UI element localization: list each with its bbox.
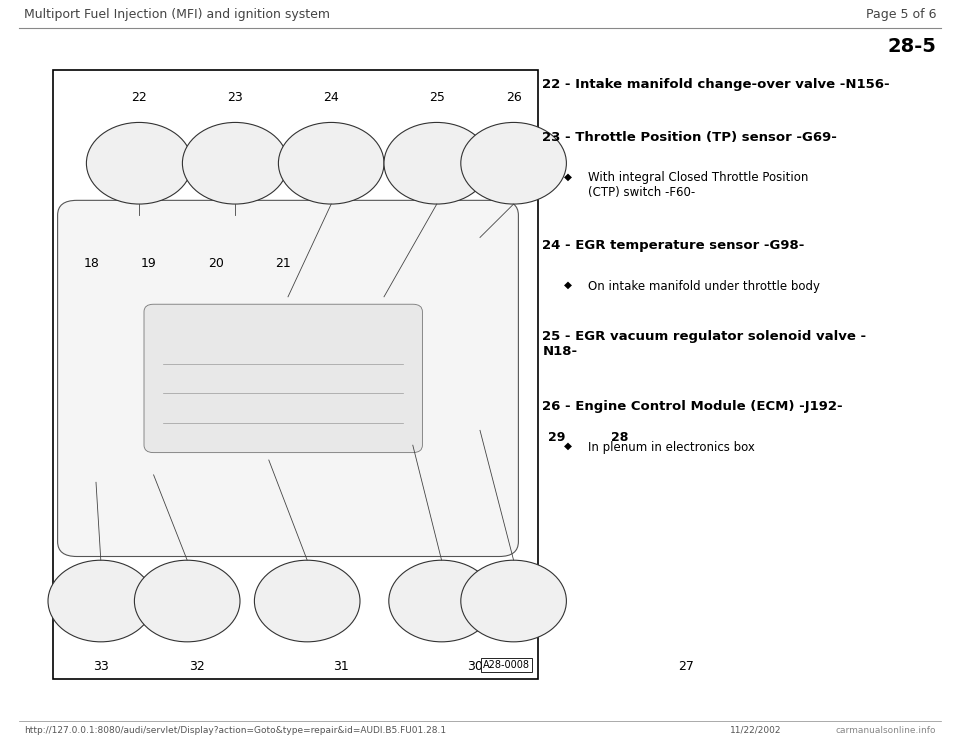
Circle shape — [254, 560, 360, 642]
Text: ◆: ◆ — [564, 280, 571, 289]
Text: 21: 21 — [276, 257, 291, 270]
Circle shape — [134, 560, 240, 642]
Text: 33: 33 — [93, 660, 108, 674]
Text: 27: 27 — [679, 660, 694, 674]
Circle shape — [278, 122, 384, 204]
Text: With integral Closed Throttle Position
(CTP) switch -F60-: With integral Closed Throttle Position (… — [588, 171, 809, 200]
Text: 26: 26 — [506, 91, 521, 104]
Text: 30: 30 — [468, 660, 483, 674]
Text: 20: 20 — [208, 257, 224, 270]
Text: A28-0008: A28-0008 — [483, 660, 530, 670]
FancyBboxPatch shape — [58, 200, 518, 556]
Text: 23: 23 — [228, 91, 243, 104]
Text: 22 - Intake manifold change-over valve -N156-: 22 - Intake manifold change-over valve -… — [542, 78, 890, 91]
FancyBboxPatch shape — [144, 304, 422, 453]
Bar — [53, 70, 538, 679]
Text: 26 - Engine Control Module (ECM) -J192-: 26 - Engine Control Module (ECM) -J192- — [542, 400, 843, 413]
Text: 23 - Throttle Position (TP) sensor -G69-: 23 - Throttle Position (TP) sensor -G69- — [542, 131, 837, 144]
Text: In plenum in electronics box: In plenum in electronics box — [588, 441, 756, 454]
Text: ◆: ◆ — [564, 171, 571, 181]
Text: 28: 28 — [611, 431, 628, 444]
Text: 32: 32 — [189, 660, 204, 674]
Text: 24 - EGR temperature sensor -G98-: 24 - EGR temperature sensor -G98- — [542, 239, 804, 252]
Text: 18: 18 — [84, 257, 99, 270]
Text: On intake manifold under throttle body: On intake manifold under throttle body — [588, 280, 821, 293]
Text: Page 5 of 6: Page 5 of 6 — [866, 7, 936, 21]
Text: 28-5: 28-5 — [887, 37, 936, 56]
Circle shape — [389, 560, 494, 642]
Text: 31: 31 — [333, 660, 348, 674]
Text: http://127.0.0.1:8080/audi/servlet/Display?action=Goto&type=repair&id=AUDI.B5.FU: http://127.0.0.1:8080/audi/servlet/Displ… — [24, 726, 446, 735]
Circle shape — [384, 122, 490, 204]
Circle shape — [461, 560, 566, 642]
Text: Multiport Fuel Injection (MFI) and ignition system: Multiport Fuel Injection (MFI) and ignit… — [24, 7, 330, 21]
Text: 25 - EGR vacuum regulator solenoid valve -
N18-: 25 - EGR vacuum regulator solenoid valve… — [542, 330, 867, 358]
Circle shape — [461, 122, 566, 204]
Circle shape — [48, 560, 154, 642]
Text: 19: 19 — [141, 257, 156, 270]
Text: ◆: ◆ — [564, 441, 571, 450]
Text: 29: 29 — [548, 431, 565, 444]
Text: 24: 24 — [324, 91, 339, 104]
Circle shape — [86, 122, 192, 204]
Text: 11/22/2002: 11/22/2002 — [730, 726, 781, 735]
Text: carmanualsonline.info: carmanualsonline.info — [835, 726, 936, 735]
Text: 22: 22 — [132, 91, 147, 104]
Circle shape — [182, 122, 288, 204]
Text: 25: 25 — [429, 91, 444, 104]
